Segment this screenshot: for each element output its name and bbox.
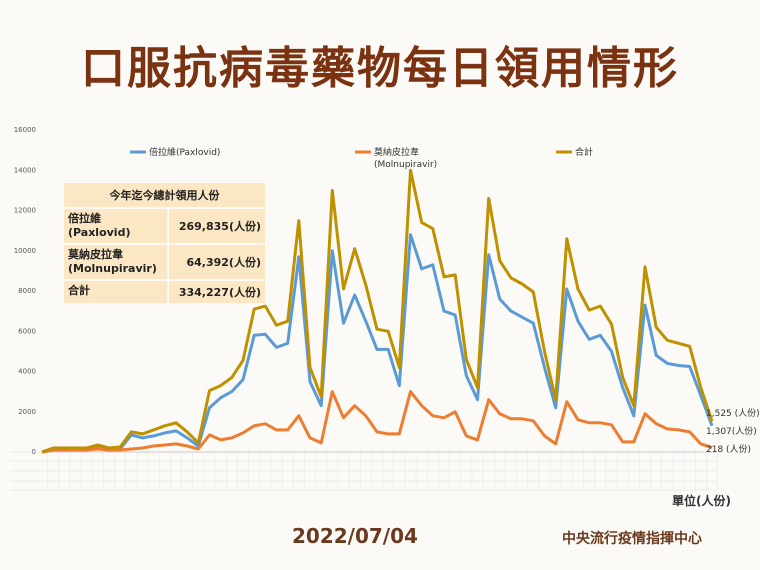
series-line-2 <box>41 168 714 454</box>
legend-label: 莫納皮拉韋 <box>374 146 419 158</box>
y-tick-label: 10000 <box>14 247 36 255</box>
page-title: 口服抗病毒藥物每日領用情形 <box>81 43 679 94</box>
summary-name-sub: (Molnupiravir) <box>68 262 157 275</box>
summary-header: 今年迄今總計領用人份 <box>64 183 265 209</box>
y-tick-label: 14000 <box>14 166 36 174</box>
summary-value: 334,227(人份) <box>178 286 261 299</box>
y-tick-label: 8000 <box>18 287 36 295</box>
y-tick-label: 6000 <box>18 327 36 335</box>
summary-table: 今年迄今總計領用人份 倍拉維 (Paxlovid) 269,835(人份) 莫納皮… <box>64 183 265 305</box>
report-date: 2022/07/04 <box>292 524 418 548</box>
summary-name: 倍拉維 <box>68 212 101 225</box>
y-tick-label: 12000 <box>14 207 36 215</box>
summary-value: 64,392(人份) <box>186 256 261 269</box>
legend: 倍拉維(Paxlovid) 莫納皮拉韋 (Molnupiravir) 合計 <box>130 146 593 170</box>
end-value-label: 1,525 (人份) <box>706 407 760 419</box>
legend-label: 合計 <box>575 146 593 158</box>
summary-name-sub: (Paxlovid) <box>68 226 131 239</box>
series-line-1 <box>41 390 713 454</box>
legend-label: (Molnupiravir) <box>374 160 437 170</box>
summary-name: 莫納皮拉韋 <box>68 248 123 261</box>
summary-row-total: 合計 334,227(人份) <box>64 281 265 305</box>
series-lines <box>41 168 714 454</box>
organization-name: 中央流行疫情指揮中心 <box>562 531 702 547</box>
end-labels: 1,525 (人份) 1,307(人份) 218 (人份) <box>706 407 760 455</box>
legend-label: 倍拉維(Paxlovid) <box>149 146 220 158</box>
y-tick-label: 2000 <box>18 408 36 416</box>
end-value-label: 218 (人份) <box>706 443 751 455</box>
x-axis-data-table <box>10 451 718 491</box>
series-line-0 <box>41 233 714 454</box>
summary-row-paxlovid: 倍拉維 (Paxlovid) 269,835(人份) <box>64 209 265 245</box>
unit-label: 單位(人份) <box>672 494 731 508</box>
y-tick-label: 4000 <box>18 368 36 376</box>
end-value-label: 1,307(人份) <box>706 425 757 437</box>
summary-value: 269,835(人份) <box>178 220 261 233</box>
y-tick-label: 16000 <box>14 126 36 134</box>
summary-row-molnupiravir: 莫納皮拉韋 (Molnupiravir) 64,392(人份) <box>64 245 265 281</box>
summary-name: 合計 <box>68 284 90 297</box>
